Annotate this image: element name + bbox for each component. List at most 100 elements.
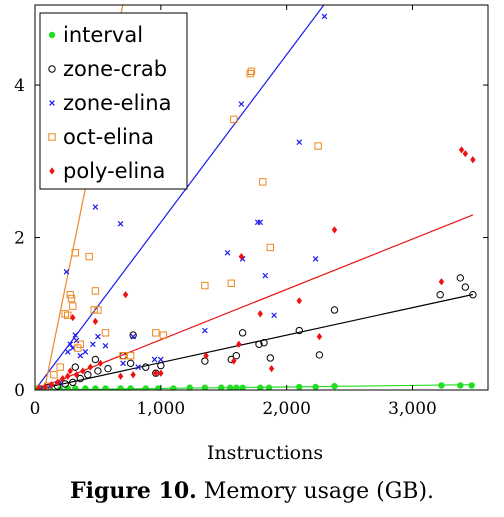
poly-elina-point — [117, 372, 124, 380]
zone-elina-point — [130, 333, 136, 340]
poly-elina-point — [73, 371, 80, 379]
zone-elina-point — [77, 352, 84, 359]
oct-elina-point — [69, 302, 77, 310]
interval-point — [201, 384, 209, 390]
oct-elina-point — [64, 311, 72, 319]
zone-elina-point — [102, 342, 109, 349]
zone-elina-point — [95, 333, 101, 340]
oct-elina-point — [61, 310, 69, 318]
zone-elina-point — [312, 256, 319, 262]
oct-elina-point — [66, 291, 74, 299]
oct-elina-point — [246, 69, 254, 78]
interval-point — [186, 384, 193, 390]
zone-elina-point — [321, 13, 328, 20]
x-tick-label: 0 — [30, 399, 41, 419]
interval-point — [127, 385, 134, 390]
oct-elina-point — [50, 371, 58, 379]
oct-elina-point — [101, 329, 110, 337]
poly-elina-point — [54, 378, 61, 386]
interval-point — [226, 384, 234, 390]
legend-marker-oct-elina — [48, 133, 56, 141]
poly-elina-point — [438, 278, 445, 286]
figure-caption-label: Figure 10. — [69, 478, 197, 504]
oct-elina-point — [314, 142, 322, 150]
zone-elina-point — [90, 341, 96, 348]
interval-point — [468, 382, 475, 389]
poly-elina-trend-line — [35, 214, 474, 390]
oct-elina-point — [152, 329, 160, 337]
oct-elina-point — [259, 178, 267, 186]
interval-point — [457, 382, 464, 389]
oct-elina-point — [56, 363, 64, 371]
interval-point — [265, 384, 273, 390]
poly-elina-point — [92, 317, 99, 325]
zone-elina-point — [158, 356, 164, 363]
zone-elina-point — [224, 249, 231, 256]
zone-crab-point — [266, 354, 275, 362]
zone-crab-point — [232, 351, 241, 360]
poly-elina-point — [268, 365, 275, 373]
poly-elina-point — [203, 352, 209, 360]
interval-point — [102, 385, 109, 390]
oct-elina-point — [85, 252, 93, 261]
poly-elina-point — [87, 363, 94, 371]
poly-elina-point — [158, 369, 164, 377]
oct-elina-point — [266, 243, 275, 252]
zone-crab-point — [71, 363, 79, 371]
zone-elina-point — [238, 101, 245, 107]
zone-crab-point — [84, 371, 92, 379]
poly-elina-point — [462, 150, 469, 158]
zone-crab-point — [94, 367, 102, 375]
interval-point — [331, 382, 338, 390]
poly-elina-point — [70, 313, 76, 322]
zone-elina-point — [296, 139, 303, 146]
zone-crab-point — [315, 351, 324, 359]
figure-caption-text: Memory usage (GB). — [203, 479, 435, 504]
interval-trend-line — [35, 384, 473, 390]
poly-elina-point — [153, 369, 159, 377]
oct-elina-points — [36, 67, 322, 390]
zone-elina-point — [151, 356, 158, 363]
oct-elina-point — [159, 331, 168, 339]
interval-point — [82, 385, 89, 390]
x-tick-label: 2,000 — [262, 399, 311, 419]
zone-elina-point — [64, 349, 71, 355]
interval-point — [312, 383, 319, 390]
zone-crab-point — [91, 355, 100, 364]
oct-elina-point — [91, 287, 100, 295]
oct-elina-point — [230, 115, 238, 124]
legend-marker-zone-crab — [48, 65, 56, 73]
oct-elina-point — [90, 306, 98, 314]
poly-elina-point — [67, 367, 73, 375]
axes-layer: 0 1,000 2,000 3,000 0 2 4 — [14, 4, 489, 419]
poly-elina-point — [316, 333, 323, 341]
interval-point — [233, 384, 240, 390]
zone-elina-point — [82, 349, 89, 355]
zone-elina-point — [73, 337, 80, 344]
zone-elina-point — [257, 219, 264, 226]
oct-elina-point — [227, 279, 236, 287]
legend: interval zone-crab zone-elina oct-elina poly… — [39, 12, 188, 190]
interval-point — [218, 384, 225, 390]
zone-crab-point — [456, 274, 465, 282]
poly-elina-point — [65, 372, 71, 380]
poly-elina-point — [231, 357, 237, 365]
x-tick-label: 3,000 — [388, 399, 437, 419]
scatter-chart: 0 1,000 2,000 3,000 0 2 4 Instructions interva… — [14, 4, 489, 464]
zone-crab-point — [295, 326, 303, 335]
interval-point — [239, 384, 246, 390]
oct-elina-point — [94, 306, 102, 314]
oct-elina-point — [201, 281, 209, 290]
zone-crab-point — [461, 283, 470, 291]
legend-marker-zone-elina — [49, 100, 55, 106]
zone-elina-point — [120, 360, 126, 367]
zone-elina-point — [72, 332, 79, 338]
poly-elina-point — [296, 297, 302, 305]
oct-elina-point — [76, 340, 84, 348]
interval-point — [92, 385, 99, 390]
zone-crab-point — [129, 331, 137, 339]
poly-elina-point — [257, 310, 263, 318]
zone-elina-trend-line — [35, 5, 325, 390]
poly-elina-point — [59, 374, 66, 383]
poly-elina-point — [130, 371, 136, 379]
